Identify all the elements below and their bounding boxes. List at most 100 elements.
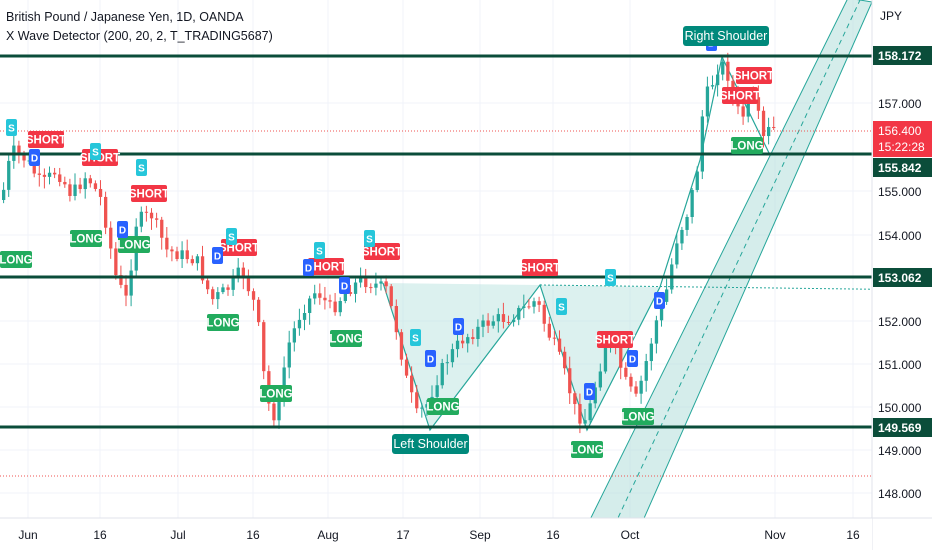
svg-text:S: S	[228, 233, 235, 244]
candle-body	[746, 93, 750, 117]
time-label-oct: Oct	[621, 528, 640, 542]
candle-body	[175, 251, 179, 260]
candle-body	[22, 153, 26, 161]
svg-text:Right Shoulder: Right Shoulder	[685, 29, 768, 43]
candle-body	[690, 189, 694, 217]
svg-text:153.062: 153.062	[878, 271, 922, 285]
level-label-155: 155.842	[873, 158, 932, 177]
svg-text:D: D	[305, 264, 312, 275]
price-tick-157: 157.000	[878, 97, 922, 111]
candle-body	[180, 250, 184, 260]
d-signal-badge: D	[29, 149, 40, 166]
candle-body	[522, 306, 526, 308]
long-signal-badge: LONG	[206, 314, 240, 331]
candle-body	[512, 319, 516, 323]
d-signal-badge: D	[212, 247, 223, 264]
chart-legend: British Pound / Japanese Yen, 1D, OANDA …	[6, 8, 273, 46]
candle-body	[160, 219, 164, 238]
candle-body	[685, 216, 689, 230]
indicator-title[interactable]: X Wave Detector (200, 20, 2, T_TRADING56…	[6, 29, 273, 43]
candle-body	[741, 106, 745, 117]
candle-body	[292, 328, 296, 343]
svg-text:SHORT: SHORT	[129, 189, 169, 201]
candle-body	[129, 270, 133, 296]
candle-body	[705, 86, 710, 117]
candle-body	[83, 178, 87, 190]
candle-body	[348, 292, 353, 294]
candle-body	[476, 326, 480, 339]
svg-text:S: S	[316, 247, 323, 258]
candle-body	[568, 368, 572, 394]
neckline	[539, 284, 932, 291]
candle-body	[251, 291, 256, 300]
candle-body	[501, 314, 506, 322]
candle-body	[98, 188, 103, 197]
candle-body	[287, 342, 291, 368]
d-signal-badge: D	[654, 292, 665, 309]
candle-body	[440, 363, 444, 386]
svg-text:LONG: LONG	[570, 445, 603, 457]
long-signal-badge: LONG	[117, 236, 151, 253]
time-axis[interactable]	[0, 518, 872, 550]
candle-body	[246, 277, 251, 292]
long-signal-badge: LONG	[0, 251, 33, 268]
candle-body	[114, 248, 118, 276]
candle-body	[644, 361, 648, 381]
candle-body	[573, 393, 577, 405]
svg-text:SHORT: SHORT	[219, 243, 259, 255]
candle-body	[461, 340, 465, 344]
svg-text:149.569: 149.569	[878, 421, 922, 435]
s-signal-badge: S	[90, 143, 101, 160]
svg-text:S: S	[92, 148, 99, 159]
candle-body	[149, 212, 154, 219]
svg-text:SHORT: SHORT	[734, 71, 774, 83]
candle-body	[481, 320, 485, 327]
candle-body	[410, 375, 414, 393]
svg-text:LONG: LONG	[206, 318, 239, 330]
candle-body	[17, 145, 21, 154]
svg-text:SHORT: SHORT	[720, 91, 760, 103]
svg-text:SHORT: SHORT	[520, 263, 560, 275]
symbol-title[interactable]: British Pound / Japanese Yen, 1D, OANDA	[6, 10, 244, 24]
svg-text:SHORT: SHORT	[595, 335, 635, 347]
short-signal-badge: SHORT	[129, 185, 169, 202]
candle-body	[552, 337, 557, 339]
candle-body	[486, 320, 490, 326]
candle-body	[63, 181, 67, 185]
svg-text:D: D	[586, 388, 593, 399]
candle-body	[338, 301, 342, 313]
candle-body	[32, 160, 36, 174]
candle-body	[471, 337, 475, 339]
candle-body	[369, 287, 373, 289]
candle-body	[119, 275, 123, 285]
s-signal-badge: S	[136, 159, 147, 176]
short-signal-badge: SHORT	[520, 259, 560, 276]
svg-text:SHORT: SHORT	[362, 247, 402, 259]
svg-text:D: D	[656, 297, 663, 308]
d-signal-badge: D	[627, 350, 638, 367]
svg-text:D: D	[629, 355, 636, 366]
s-signal-badge: S	[226, 228, 237, 245]
candle-body	[195, 256, 200, 264]
candle-body	[7, 160, 11, 190]
candle-body	[323, 297, 327, 301]
candle-body	[53, 172, 57, 175]
candle-body	[124, 284, 128, 296]
candle-body	[450, 349, 455, 363]
candle-body	[328, 300, 332, 302]
long-signal-badge: LONG	[621, 408, 655, 425]
candle-body	[73, 184, 77, 196]
currency-label: JPY	[880, 9, 902, 23]
d-signal-badge: D	[339, 277, 350, 294]
svg-text:D: D	[341, 282, 348, 293]
candle-body	[466, 337, 470, 344]
s-signal-badge: S	[410, 329, 421, 346]
candle-body	[170, 249, 174, 252]
candle-body	[506, 321, 511, 323]
candle-body	[634, 386, 638, 394]
price-tick-149: 149.000	[878, 444, 922, 458]
candle-body	[542, 304, 546, 324]
long-signal-badge: LONG	[730, 137, 764, 154]
svg-text:LONG: LONG	[117, 240, 150, 252]
